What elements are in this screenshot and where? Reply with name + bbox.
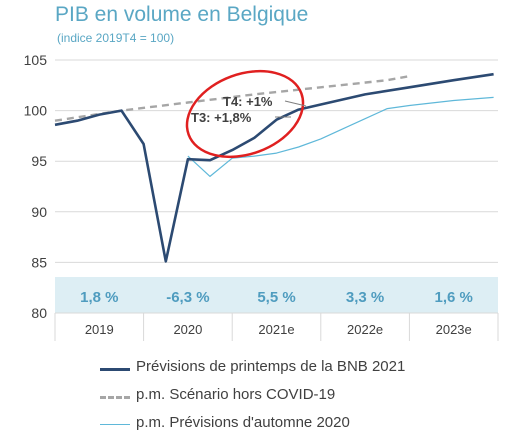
x-tick-label: 2022e (347, 322, 383, 337)
chart-title: PIB en volume en Belgique (55, 3, 309, 26)
growth-label: -6,3 % (166, 289, 209, 306)
highlight-ellipse (185, 69, 305, 159)
series-line-autumn (187, 96, 494, 177)
annotation-t3: T3: +1,8% (191, 110, 252, 125)
growth-label: 3,3 % (346, 289, 384, 306)
chart-subtitle: (indice 2019T4 = 100) (57, 31, 175, 45)
y-axis-ticks: 80 85 90 95 100 105 (24, 52, 48, 321)
series-lines (54, 72, 494, 263)
growth-label: 1,6 % (435, 289, 473, 306)
growth-label: 1,8 % (80, 289, 118, 306)
y-tick-label: 85 (31, 254, 47, 270)
y-tick-label: 105 (24, 52, 48, 68)
growth-band (55, 277, 498, 313)
legend-swatch-autumn (100, 424, 130, 425)
x-tick-label: 2021e (258, 322, 294, 337)
series-line-spring (54, 72, 494, 263)
annotation-pointer-t4 (284, 100, 307, 107)
growth-label: 5,5 % (257, 289, 295, 306)
legend-swatch-spring (100, 368, 130, 371)
growth-labels: 1,8 % -6,3 % 5,5 % 3,3 % 1,6 % (80, 289, 473, 306)
y-tick-label: 80 (31, 305, 47, 321)
annotations: T4: +1% T3: +1,8% (185, 69, 307, 159)
y-tick-label: 90 (31, 204, 47, 220)
x-tick-label: 2023e (436, 322, 472, 337)
y-tick-label: 100 (24, 103, 48, 119)
legend-label-nocovid: p.m. Scénario hors COVID-19 (136, 386, 336, 403)
legend-label-spring: Prévisions de printemps de la BNB 2021 (136, 358, 406, 375)
x-axis-ticks: 2019 2020 2021e 2022e 2023e (85, 322, 472, 337)
gridlines (54, 59, 499, 341)
legend-swatch-nocovid (100, 396, 130, 399)
chart-area: 80 85 90 95 100 105 2019 2020 2021e 2022e 2023e 1… (24, 52, 499, 341)
annotation-t4: T4: +1% (223, 94, 273, 109)
y-tick-label: 95 (31, 153, 47, 169)
x-tick-label: 2020 (173, 322, 202, 337)
legend-label-autumn: p.m. Prévisions d'automne 2020 (136, 414, 350, 431)
x-tick-label: 2019 (85, 322, 114, 337)
